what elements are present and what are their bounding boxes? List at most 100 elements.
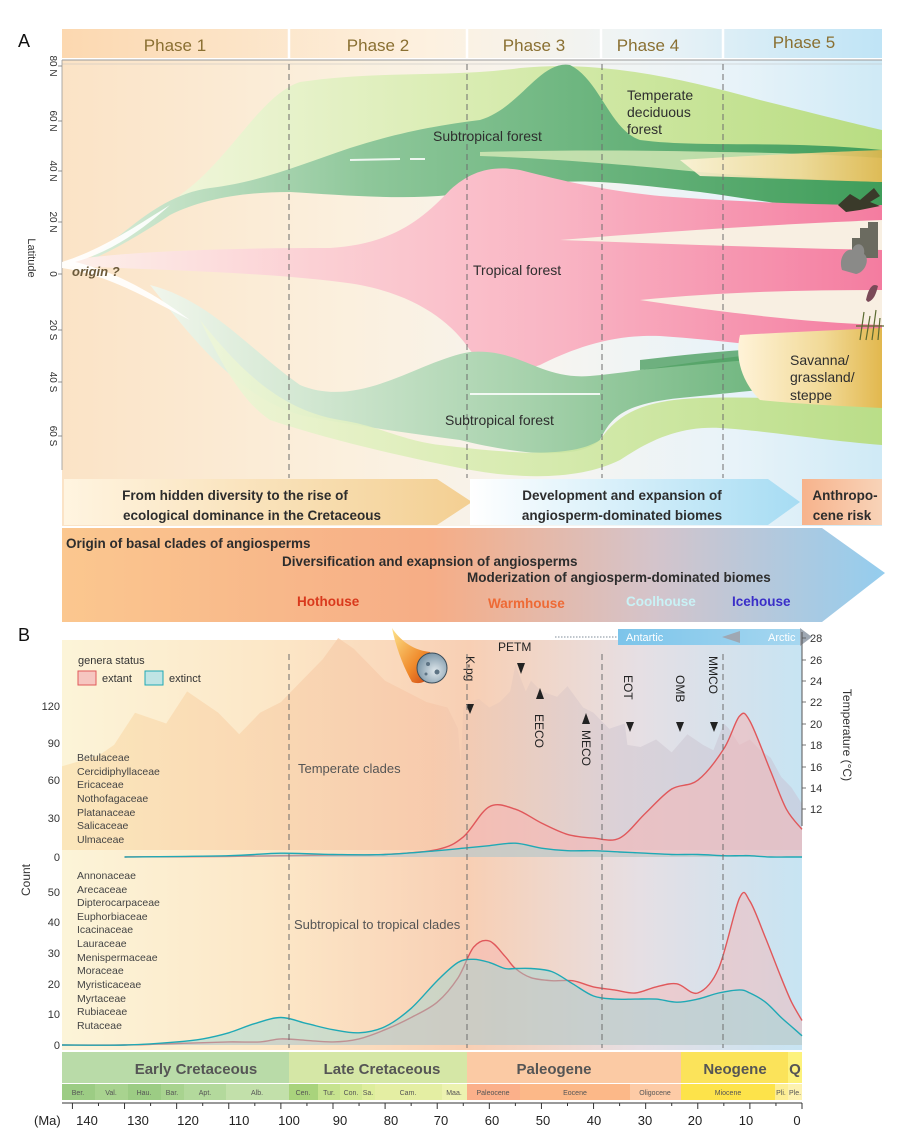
lat-tick-80n: 80 N xyxy=(47,55,58,76)
epoch-apt: Apt. xyxy=(199,1090,212,1097)
age-tick-70: 70 xyxy=(434,1113,448,1128)
subtropical-north-band xyxy=(90,64,882,260)
phase-boundary-lines xyxy=(288,64,724,478)
arrow1-text-line1: From hidden diversity to the rise of xyxy=(122,488,348,503)
tropical-forest-label: Tropical forest xyxy=(473,262,561,278)
epoch-eocene: Eocene xyxy=(563,1090,587,1097)
grass-silhouette-icon xyxy=(856,309,884,341)
count-top-90: 90 xyxy=(48,738,60,750)
subtropical-south-band xyxy=(150,285,882,454)
event-omb: OMB xyxy=(673,675,687,702)
temperate-family-4: Platanaceae xyxy=(77,807,136,819)
lat-tick-40n: 40 N xyxy=(47,160,58,181)
period-quaternary: Q xyxy=(789,1061,801,1078)
antarctic-ice-arrow xyxy=(618,629,802,645)
epoch-bar: Bar. xyxy=(166,1090,179,1097)
age-tick-20: 20 xyxy=(688,1113,702,1128)
panel-b-boundary-lines xyxy=(288,654,724,1048)
cloud-silhouette-icon xyxy=(840,244,867,274)
band-line1: Origin of basal clades of angiosperms xyxy=(66,536,311,551)
savanna-band xyxy=(738,328,882,408)
count-bottom-40: 40 xyxy=(48,917,60,929)
event-meco: MECO xyxy=(579,730,593,766)
epoch-ber: Ber. xyxy=(72,1090,85,1097)
epoch-tur: Tur. xyxy=(323,1090,335,1097)
legend-title: genera status xyxy=(78,655,145,667)
count-top-60: 60 xyxy=(48,775,60,787)
temperate-family-1: Cercidiphyllaceae xyxy=(77,766,160,778)
count-top-30: 30 xyxy=(48,813,60,825)
phase-header-dividers xyxy=(287,29,725,58)
arrow1-text-line2: ecological dominance in the Cretaceous xyxy=(123,508,381,523)
summary-arrows xyxy=(64,479,882,525)
epoch-ple: Ple. xyxy=(789,1090,801,1097)
epoch-hau: Hau. xyxy=(137,1090,152,1097)
arrow2-text-line1: Development and expansion of xyxy=(522,488,722,503)
lat-tick-40s: 40 S xyxy=(47,372,58,393)
event-mmco: MMCO xyxy=(706,656,720,694)
temperate-family-0: Betulaceae xyxy=(77,752,130,764)
event-eeco: EECO xyxy=(532,714,546,748)
count-bottom-20: 20 xyxy=(48,979,60,991)
band-line2: Diversification and exapnsion of angiosp… xyxy=(282,554,578,569)
tropical-extant-series-area xyxy=(62,892,802,1046)
epoch-paleocene: Paleocene xyxy=(476,1090,509,1097)
tropical-family-11: Rutaceae xyxy=(77,1020,122,1032)
temperate-family-5: Salicaceae xyxy=(77,820,129,832)
count-bottom-30: 30 xyxy=(48,948,60,960)
temperate-south-band xyxy=(200,320,882,477)
lat-tick-0: 0 xyxy=(47,271,58,277)
legend-extant-swatch xyxy=(77,670,97,686)
temp-tick-16: 16 xyxy=(810,762,822,774)
temperate-family-6: Ulmaceae xyxy=(77,834,124,846)
epoch-pli: Pli. xyxy=(776,1090,786,1097)
temp-tick-14: 14 xyxy=(810,783,822,795)
temp-tick-20: 20 xyxy=(810,719,822,731)
subtropical-forest-north-label: Subtropical forest xyxy=(433,128,542,144)
tropical-clades-title: Subtropical to tropical clades xyxy=(294,917,461,932)
tropical-family-1: Arecaceae xyxy=(77,884,127,896)
count-top-0: 0 xyxy=(54,852,60,864)
plant-silhouette-icon xyxy=(866,284,878,302)
legend-extinct-swatch xyxy=(144,670,164,686)
arrow3-text-line1: Anthropo- xyxy=(812,488,877,503)
count-bottom-0: 0 xyxy=(54,1040,60,1052)
tropical-family-9: Myrtaceae xyxy=(77,993,126,1005)
tropical-family-3: Euphorbiaceae xyxy=(77,911,148,923)
temperature-axis-title: Temperature (°C) xyxy=(840,689,854,781)
origin-label: origin ? xyxy=(72,264,120,279)
phase-1-label: Phase 1 xyxy=(144,36,206,55)
event-petm: PETM xyxy=(498,640,531,654)
age-tick-40: 40 xyxy=(587,1113,601,1128)
tropical-family-2: Dipterocarpaceae xyxy=(77,897,160,909)
lat-tick-20n: 20 N xyxy=(47,211,58,232)
phase-5-label: Phase 5 xyxy=(773,33,835,52)
climate-coolhouse: Coolhouse xyxy=(626,594,696,609)
temp-tick-12: 12 xyxy=(810,804,822,816)
tropical-family-0: Annonaceae xyxy=(77,870,136,882)
band-line3: Moderization of angiosperm-dominated bio… xyxy=(467,570,771,585)
tropical-family-7: Moraceae xyxy=(77,965,124,977)
tropical-family-6: Menispermaceae xyxy=(77,952,158,964)
phase-3-label: Phase 3 xyxy=(503,36,565,55)
tropical-notch-upper xyxy=(560,220,882,250)
age-unit-label: (Ma) xyxy=(34,1113,61,1128)
arctic-label: Arctic xyxy=(768,632,796,644)
panel-b-label: B xyxy=(18,625,30,645)
climate-hothouse: Hothouse xyxy=(297,594,360,609)
tropical-extinct-series-line xyxy=(61,958,803,1046)
tropical-family-10: Rubiaceae xyxy=(77,1006,127,1018)
tropical-family-8: Myristicaceae xyxy=(77,979,141,991)
savanna-label-line3: steppe xyxy=(790,387,832,403)
lat-tick-60n: 60 N xyxy=(47,110,58,131)
phase-2-label: Phase 2 xyxy=(347,36,409,55)
evolution-band-arrow xyxy=(62,528,885,622)
temperate-label-line2: deciduous xyxy=(627,104,691,120)
epoch-alb: Alb. xyxy=(251,1090,263,1097)
genera-count-series xyxy=(61,712,803,1046)
epoch-sa: Sa. xyxy=(363,1090,374,1097)
ice-sheet-indicator: Antartic Arctic xyxy=(555,628,812,646)
temperature-curve-area xyxy=(62,638,802,850)
tropical-forest-band xyxy=(70,168,882,372)
